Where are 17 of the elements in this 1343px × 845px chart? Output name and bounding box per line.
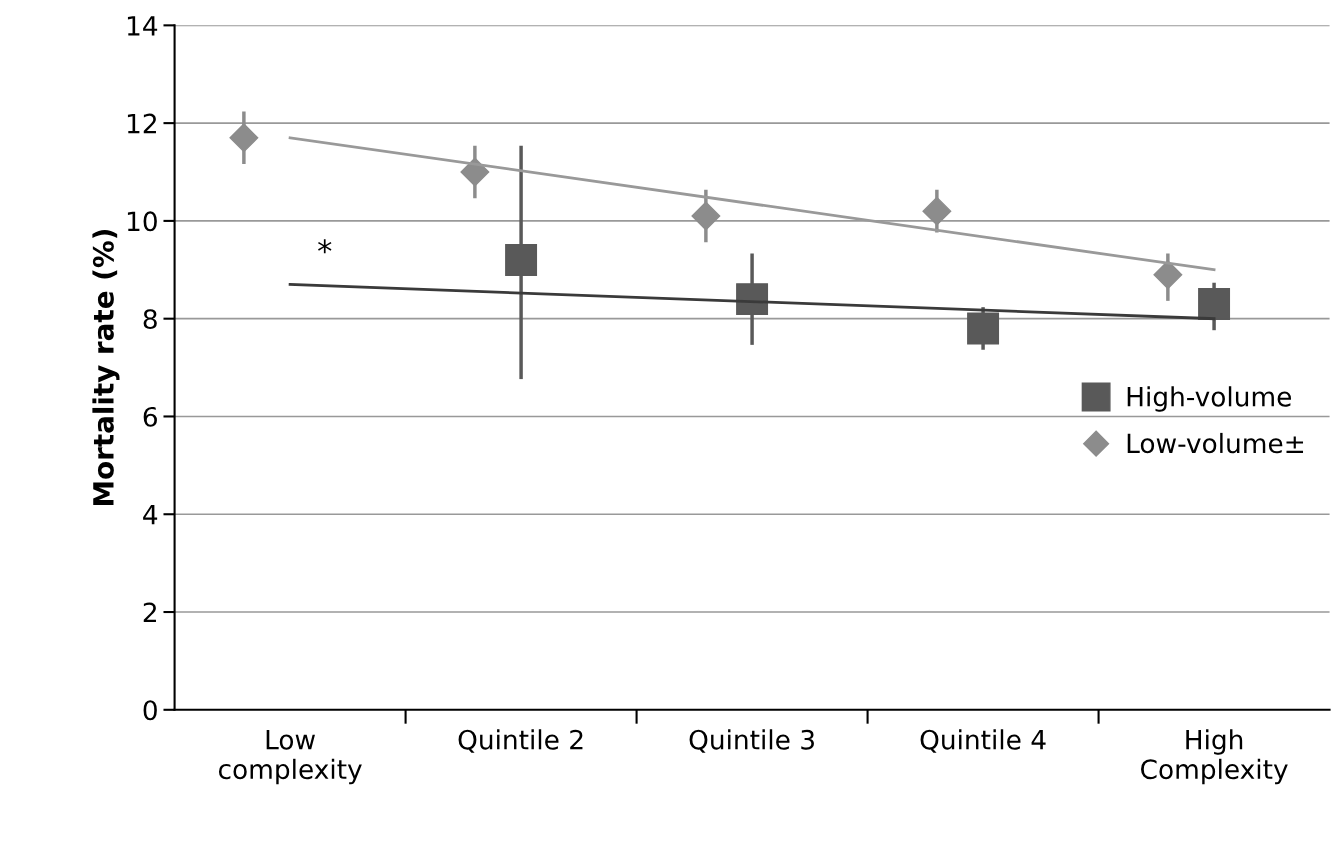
legend-label: High-volume bbox=[1127, 386, 1291, 412]
x-tick-label: Quintile 2 bbox=[458, 729, 583, 753]
x-tick-label: Quintile 3 bbox=[689, 729, 814, 753]
legend-label: Low-volume± bbox=[1127, 432, 1304, 454]
x-tick-label: High Complexity bbox=[1141, 729, 1288, 785]
x-tick-label: Quintile 4 bbox=[920, 729, 1046, 753]
x-tick-label: Low complexity bbox=[218, 730, 362, 785]
y-tick-label: 10 bbox=[127, 211, 157, 232]
y-tick-label: 14 bbox=[127, 16, 158, 36]
y-tick-label: 8 bbox=[143, 309, 157, 330]
y-tick-label: 2 bbox=[143, 602, 156, 623]
y-tick-label: 4 bbox=[143, 505, 158, 525]
y-axis-title: Mortality rate (%) bbox=[92, 229, 120, 506]
y-tick-label: 0 bbox=[143, 700, 157, 721]
annotation: * bbox=[318, 239, 332, 254]
y-tick-label: 12 bbox=[127, 113, 156, 134]
y-tick-label: 6 bbox=[143, 406, 157, 427]
